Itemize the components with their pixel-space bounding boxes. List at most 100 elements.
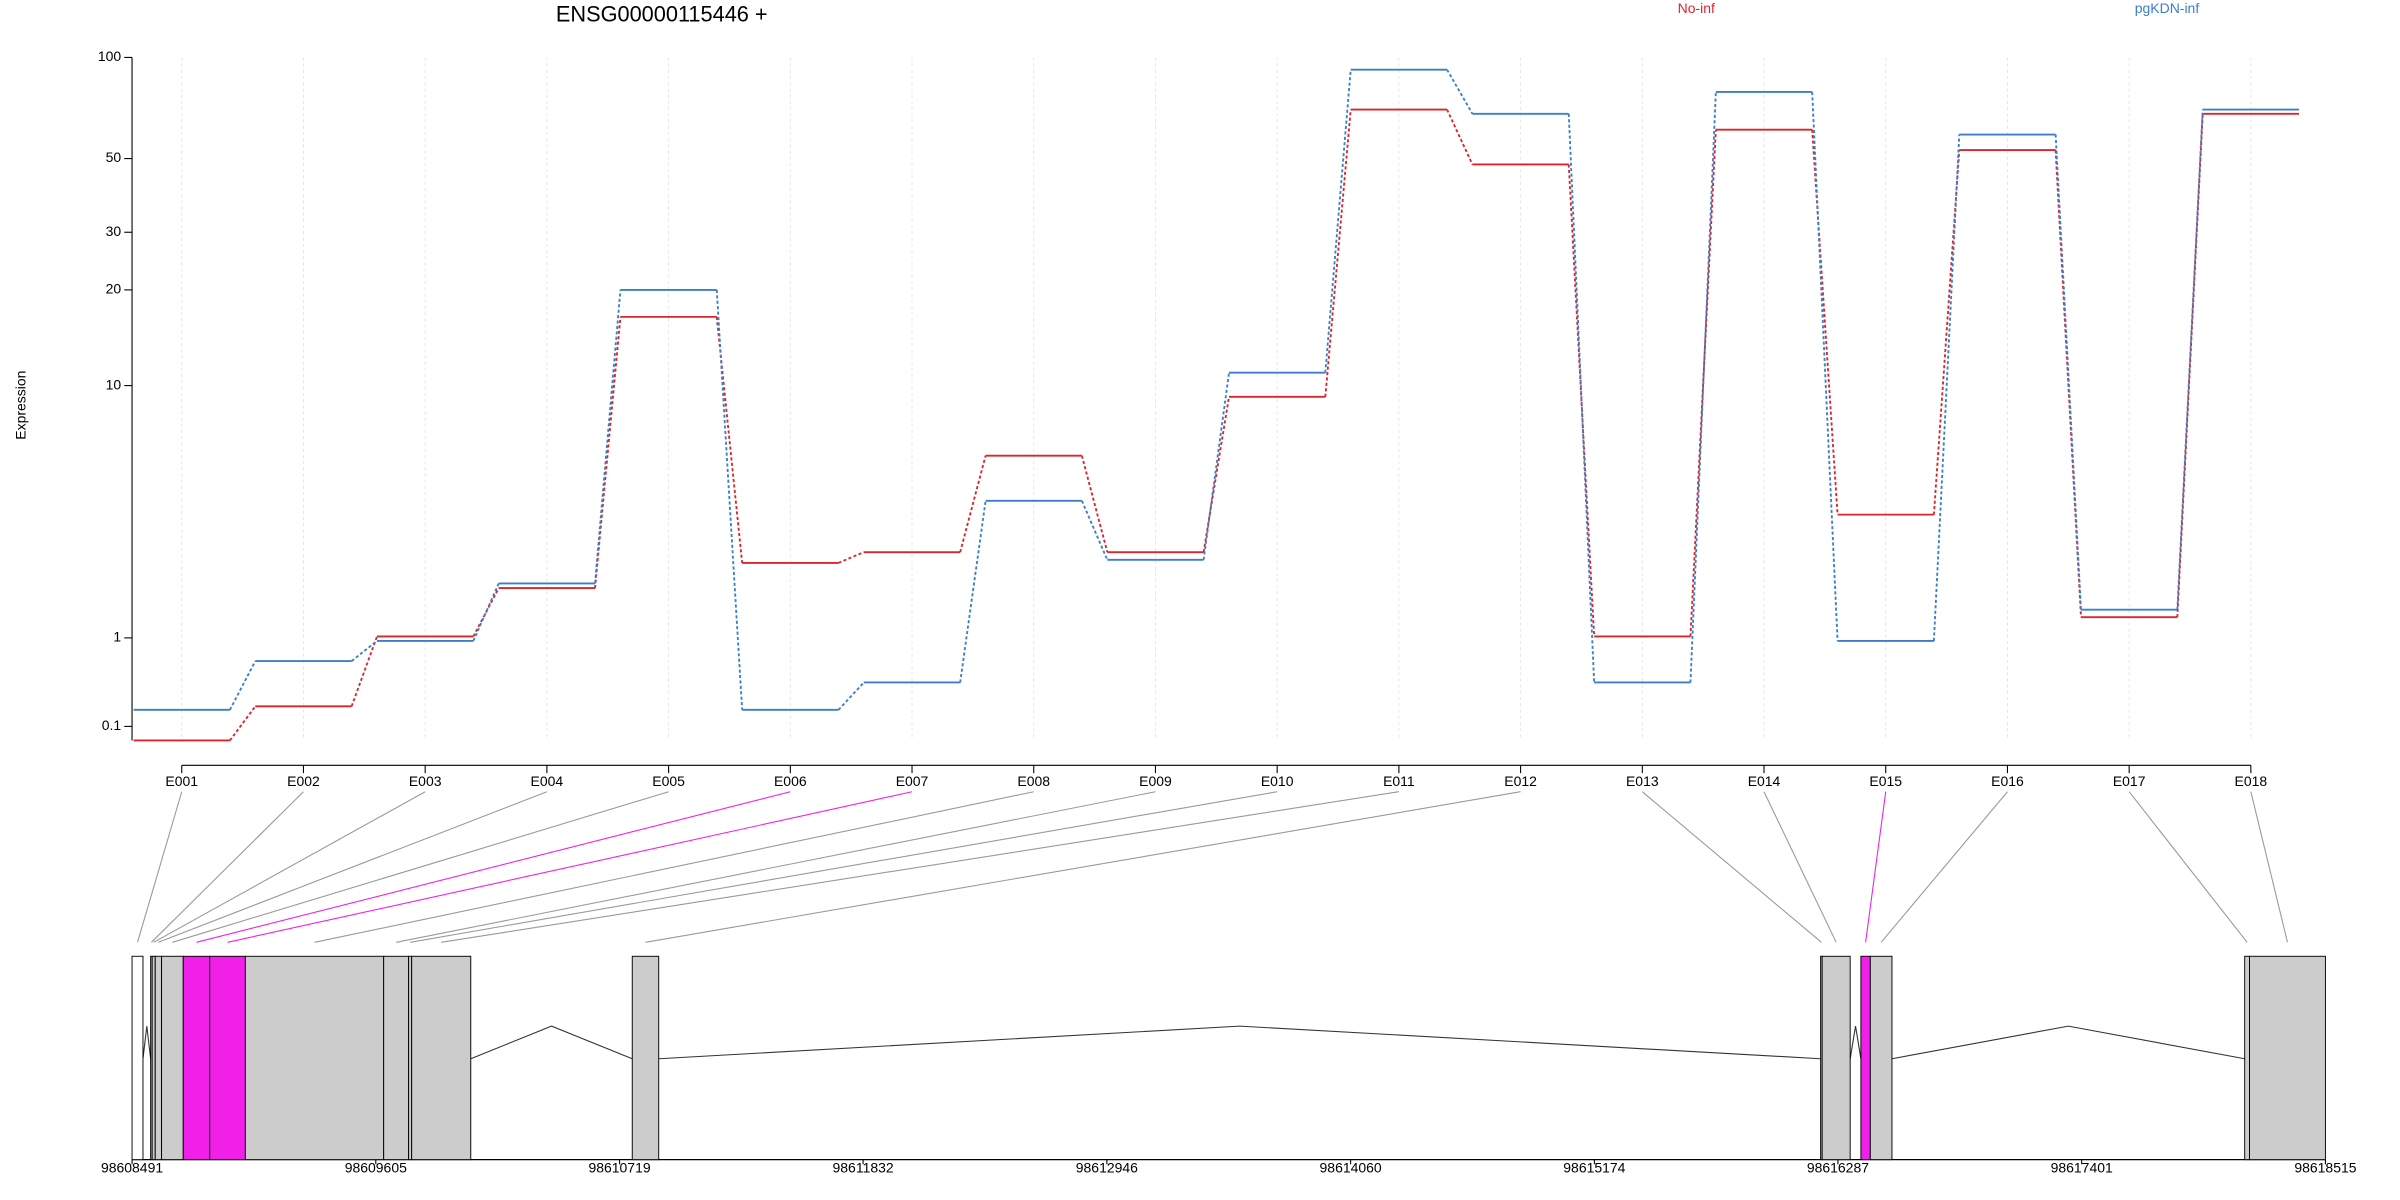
exon-link xyxy=(2250,791,2289,943)
x-tick-label: E001 xyxy=(165,773,198,789)
exon xyxy=(154,955,163,1161)
x-tick-label: E002 xyxy=(287,773,320,789)
exon xyxy=(2249,955,2326,1161)
genome-tick-label: 98615174 xyxy=(1563,1160,1625,1176)
x-tick-label: E011 xyxy=(1383,773,1415,789)
x-tick-label: E007 xyxy=(896,773,929,789)
connector xyxy=(837,681,865,711)
exon-link xyxy=(314,791,1034,943)
exon xyxy=(631,955,660,1161)
y-tick-label: 20 xyxy=(106,281,122,297)
exon xyxy=(131,955,144,1161)
connector xyxy=(1689,129,1717,637)
connector xyxy=(1811,129,1839,515)
legend-entry: pgKDN-inf xyxy=(2135,0,2200,16)
x-tick-label: E006 xyxy=(774,773,807,789)
x-tick-label: E015 xyxy=(1869,773,1902,789)
x-tick-label: E003 xyxy=(409,773,442,789)
connector xyxy=(1080,455,1109,553)
connector xyxy=(715,289,744,710)
y-tick-label: 10 xyxy=(106,376,122,392)
exon-link xyxy=(441,791,1399,943)
connector xyxy=(1446,109,1474,165)
connector xyxy=(1689,91,1717,683)
exon-link xyxy=(1880,791,2008,943)
exon-link xyxy=(136,791,183,943)
connector xyxy=(1324,109,1352,397)
legend-entry: No-inf xyxy=(1678,0,1715,16)
exon xyxy=(383,955,410,1161)
exon-link xyxy=(196,791,791,943)
intron xyxy=(658,1025,1821,1060)
exon xyxy=(209,955,246,1161)
x-tick-label: E012 xyxy=(1504,773,1537,789)
connector xyxy=(1081,500,1109,561)
connector xyxy=(1567,113,1596,683)
exon-link xyxy=(1763,791,1837,943)
x-tick-label: E013 xyxy=(1626,773,1659,789)
connector xyxy=(838,551,865,564)
connector xyxy=(1446,69,1474,115)
intron xyxy=(1849,1026,1862,1059)
exon-link xyxy=(227,791,913,943)
connector xyxy=(1811,91,1839,641)
x-tick-label: E008 xyxy=(1017,773,1050,789)
exon-link xyxy=(410,791,1278,943)
x-tick-label: E004 xyxy=(531,773,564,789)
connector xyxy=(959,455,987,553)
connector xyxy=(594,316,622,589)
x-tick-label: E016 xyxy=(1991,773,2024,789)
y-tick-label: 0.1 xyxy=(102,717,122,733)
connector xyxy=(229,705,257,742)
genome-tick-label: 98618515 xyxy=(2294,1160,2356,1176)
exon xyxy=(182,955,211,1161)
connector xyxy=(1567,164,1596,637)
genome-tick-label: 98610719 xyxy=(588,1160,650,1176)
exon-link xyxy=(151,791,304,943)
x-tick-label: E017 xyxy=(2113,773,2146,789)
genome-tick-label: 98609605 xyxy=(345,1160,407,1176)
intron xyxy=(470,1025,633,1060)
connector xyxy=(959,500,987,683)
connector xyxy=(594,289,622,584)
genome-tick-label: 98616287 xyxy=(1807,1160,1869,1176)
intron xyxy=(142,1026,152,1059)
x-tick-label: E010 xyxy=(1261,773,1294,789)
exon-link xyxy=(1641,791,1822,943)
exon xyxy=(411,955,472,1161)
exon-link xyxy=(396,791,1156,943)
exon xyxy=(161,955,184,1161)
connector xyxy=(2176,109,2204,610)
connector xyxy=(1932,134,1961,641)
intron xyxy=(1891,1025,2245,1060)
genome-tick-label: 98612946 xyxy=(1076,1160,1138,1176)
connector xyxy=(1202,396,1230,553)
y-tick-label: 1 xyxy=(113,629,121,645)
connector xyxy=(350,636,378,707)
connector xyxy=(715,316,744,563)
y-tick-label: 30 xyxy=(106,223,122,239)
exon-link xyxy=(172,791,669,943)
y-tick-label: 50 xyxy=(106,149,122,165)
exon xyxy=(1860,955,1871,1161)
x-tick-label: E014 xyxy=(1748,773,1781,789)
y-tick-label: 100 xyxy=(98,48,122,64)
genome-tick-label: 98614060 xyxy=(1320,1160,1382,1176)
genome-tick-label: 98611832 xyxy=(833,1160,894,1176)
x-tick-label: E018 xyxy=(2235,773,2268,789)
connector xyxy=(1202,372,1230,560)
connector xyxy=(229,660,257,711)
connector xyxy=(351,640,378,662)
connector xyxy=(2054,134,2082,610)
genome-tick-label: 98617401 xyxy=(2051,1160,2113,1176)
x-tick-label: E009 xyxy=(1139,773,1172,789)
chart-title: ENSG00000115446 + xyxy=(556,1,768,26)
genome-tick-label: 98608491 xyxy=(101,1160,163,1176)
exon-link xyxy=(158,791,548,943)
y-axis-label: Expression xyxy=(12,371,28,440)
connector xyxy=(472,587,500,637)
exon-link xyxy=(2128,791,2248,943)
exon-link xyxy=(645,791,1521,943)
